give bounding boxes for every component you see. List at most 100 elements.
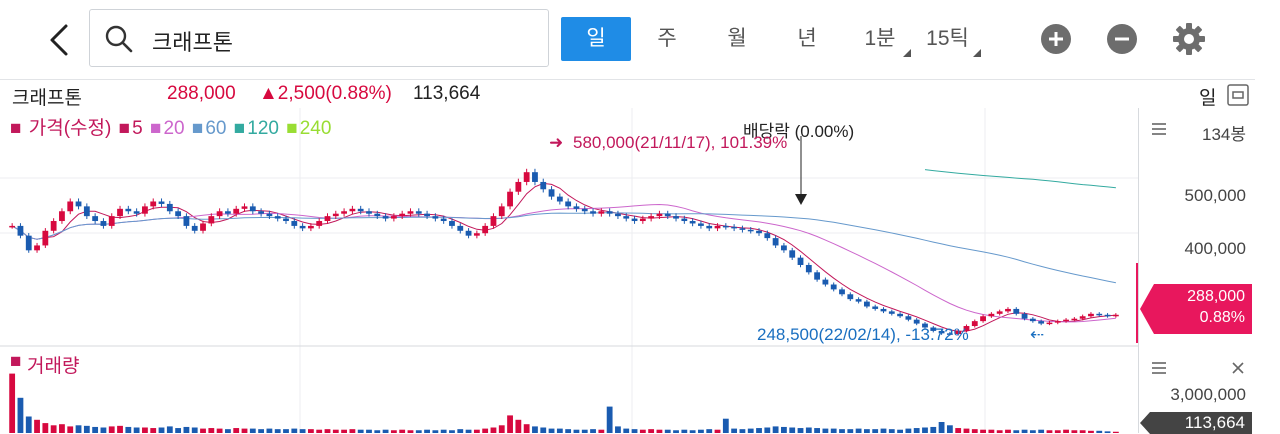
candle-body [233, 208, 240, 214]
volume-bar [573, 429, 580, 433]
volume-bar [930, 426, 937, 433]
candle-body [955, 330, 962, 335]
chevron-left-icon[interactable] [40, 20, 80, 60]
tab-year[interactable]: 년 [797, 27, 817, 50]
candle-body [449, 221, 455, 226]
volume-bar [739, 429, 746, 433]
volume-bar [473, 429, 480, 433]
volume-bar [971, 429, 978, 433]
candle-body [1038, 321, 1045, 324]
tab-day[interactable]: 일 [561, 17, 631, 61]
candle-body [1005, 308, 1011, 312]
interval-minute-dropdown[interactable]: 1분 [855, 17, 911, 61]
volume-bar [125, 426, 132, 433]
candle-body [283, 218, 289, 222]
candle-body [1029, 318, 1036, 322]
volume-tick: 3,000,000 [1170, 385, 1246, 404]
volume-bar [208, 428, 215, 433]
volume-bar [457, 429, 464, 433]
price-chart[interactable] [0, 108, 1138, 433]
candle-body [1088, 313, 1094, 317]
tab-month[interactable]: 월 [727, 27, 747, 50]
menu-icon[interactable] [1151, 361, 1167, 375]
candle-body [1079, 316, 1086, 319]
volume-bar [341, 429, 347, 433]
interval-tick-dropdown[interactable]: 15틱 [920, 17, 981, 61]
candle-body [855, 299, 862, 302]
volume-bar [17, 397, 24, 433]
candle-body [1013, 308, 1020, 314]
candle-body [498, 206, 505, 217]
volume-bar [830, 428, 837, 433]
candle-body [615, 213, 621, 217]
volume-bar [1005, 429, 1011, 433]
volume-bar [1021, 429, 1028, 433]
volume-bar [283, 429, 289, 433]
volume-bar [75, 425, 82, 433]
candle-body [556, 196, 563, 202]
volume-bar [913, 428, 920, 433]
stock-name: 크래프톤 [12, 88, 82, 109]
candle-body [482, 225, 489, 234]
volume-bar [324, 429, 331, 433]
candle-body [1063, 319, 1069, 322]
volume-bar [266, 428, 273, 433]
candle-body [747, 229, 754, 232]
candle-body [424, 213, 430, 217]
candle-body [457, 225, 464, 231]
volume-bar [590, 429, 596, 433]
volume-bar [465, 429, 472, 433]
candle-body [225, 211, 231, 214]
chart-type-icon[interactable] [1227, 84, 1249, 106]
current-volume-tag-value: 113,664 [1184, 413, 1245, 432]
current-price-tag [1140, 284, 1252, 334]
plus-circle-icon[interactable] [1041, 24, 1071, 54]
volume-bar [1096, 430, 1103, 433]
volume-bar [249, 428, 256, 433]
volume-bar [781, 426, 787, 433]
volume-bar [415, 430, 422, 433]
search-input[interactable]: 크래프톤 [89, 9, 549, 67]
close-icon[interactable] [1231, 361, 1245, 375]
candle-body [880, 308, 887, 312]
volume-bar [150, 428, 157, 433]
high-annotation-arrow: ➜ [549, 133, 564, 152]
volume-bar [963, 428, 970, 433]
menu-icon[interactable] [1151, 122, 1167, 136]
volume-bar [307, 429, 314, 433]
volume-bar [291, 428, 298, 433]
volume-bar [241, 428, 248, 433]
candle-body [980, 316, 986, 322]
volume-bar [449, 430, 455, 433]
candle-body [789, 250, 796, 258]
candle-body [100, 221, 107, 226]
current-volume-tag [1140, 412, 1252, 434]
search-value: 크래프톤 [152, 30, 233, 55]
volume-bar [764, 427, 771, 433]
candle-body [598, 211, 605, 214]
volume-bar [581, 429, 588, 433]
volume-bar [938, 422, 945, 433]
tab-week[interactable]: 주 [657, 27, 677, 50]
volume-legend-marker: ■ [10, 351, 22, 372]
candle-body [1054, 321, 1061, 323]
candle-body [208, 216, 215, 224]
volume-bar [1038, 429, 1045, 433]
volume-bar [565, 429, 572, 433]
current-price-tag-price: 288,000 [1187, 288, 1245, 305]
volume-bar [756, 428, 762, 433]
candle-body [399, 213, 406, 217]
candle-body [548, 189, 555, 197]
volume-bar [42, 423, 49, 433]
gear-icon[interactable] [1171, 21, 1207, 57]
candle-body [897, 313, 903, 317]
candle-body [781, 245, 787, 251]
candle-body [407, 211, 414, 214]
candle-body [623, 216, 630, 219]
minus-circle-icon[interactable] [1107, 24, 1137, 54]
candle-body [92, 216, 99, 222]
volume-bar [797, 428, 804, 433]
volume-value: 113,664 [413, 83, 481, 104]
volume-bar [872, 429, 879, 433]
volume-bar [714, 429, 721, 433]
